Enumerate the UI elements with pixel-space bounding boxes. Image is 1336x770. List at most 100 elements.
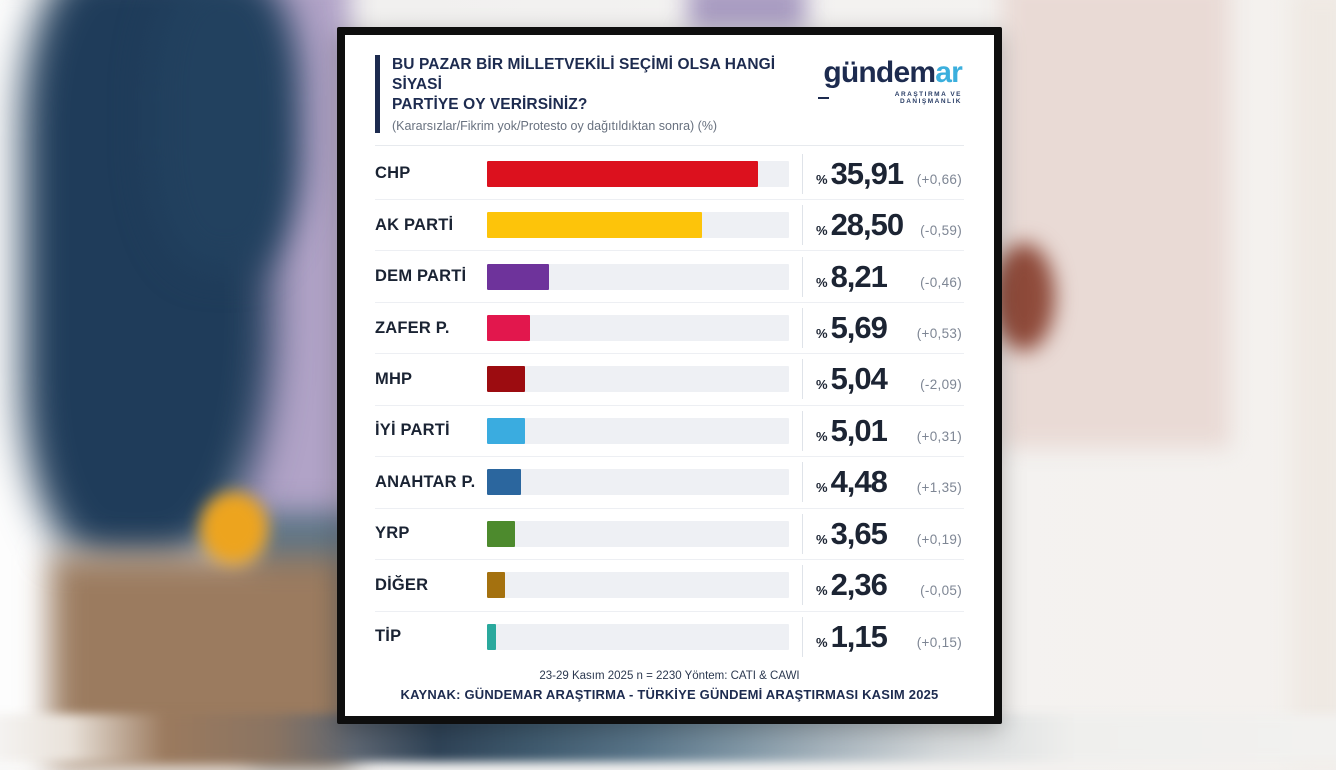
value-group: % 4,48 (+1,35) xyxy=(803,464,964,500)
value-group: % 1,15 (+0,15) xyxy=(803,619,964,655)
party-label: CHP xyxy=(375,164,411,183)
value-group: % 2,36 (-0,05) xyxy=(803,567,964,603)
value-change: (+0,15) xyxy=(916,634,962,650)
party-label: İYİ PARTİ xyxy=(375,421,450,440)
methodology-note: 23-29 Kasım 2025 n = 2230 Yöntem: CATI &… xyxy=(539,670,800,682)
bar-track xyxy=(487,520,789,547)
percent-sign: % xyxy=(816,480,828,496)
value-change: (+1,35) xyxy=(916,480,962,496)
value-number: 5,69 xyxy=(830,310,888,345)
bar-fill xyxy=(487,212,703,239)
value-number: 8,21 xyxy=(830,258,888,294)
value-divider xyxy=(802,462,803,503)
percent-sign: % xyxy=(816,583,828,599)
party-label: DEM PARTİ xyxy=(375,267,467,286)
gundemar-logo-tagline: ARAŞTIRMA VE DANIŞMANLIK xyxy=(817,91,962,105)
party-label: DİĞER xyxy=(375,575,429,594)
background-yellow-object xyxy=(200,492,268,564)
card-header: BU PAZAR BİR MİLLETVEKİLİ SEÇİMİ OLSA HA… xyxy=(375,53,964,134)
value-divider xyxy=(802,153,803,194)
logo-tagline-tick xyxy=(817,97,830,99)
value-divider xyxy=(802,616,803,657)
bar-fill xyxy=(487,315,530,341)
value-number: 28,50 xyxy=(830,207,905,243)
gundemar-logo-text: gündemar xyxy=(818,58,962,88)
background-left-wall xyxy=(0,0,50,770)
background-red-object xyxy=(993,243,1055,351)
value-group: % 35,91 (+0,66) xyxy=(803,156,964,192)
value-change: (-2,09) xyxy=(920,377,962,393)
background-lavender-panel xyxy=(232,0,350,550)
question-block: BU PAZAR BİR MİLLETVEKİLİ SEÇİMİ OLSA HA… xyxy=(375,55,818,134)
poll-question-title: BU PAZAR BİR MİLLETVEKİLİ SEÇİMİ OLSA HA… xyxy=(392,55,818,115)
party-label: AK PARTİ xyxy=(375,215,454,234)
value-group: % 3,65 (+0,19) xyxy=(803,516,964,552)
bar-fill xyxy=(487,160,759,187)
bar-fill xyxy=(487,417,525,444)
logo-tagline-text: ARAŞTIRMA VE DANIŞMANLIK xyxy=(894,91,962,105)
value-change: (-0,59) xyxy=(920,223,962,239)
bar-fill xyxy=(487,623,496,650)
value-divider xyxy=(802,410,803,451)
bar-fill xyxy=(487,572,505,599)
value-divider xyxy=(802,359,803,400)
bar-track xyxy=(487,315,789,341)
percent-sign: % xyxy=(816,377,828,393)
party-row: CHP % 35,91 (+0,66) xyxy=(375,148,964,200)
value-group: % 5,69 (+0,53) xyxy=(803,310,964,346)
party-row: DEM PARTİ% 8,21 (-0,46) xyxy=(375,251,964,303)
value-divider xyxy=(802,205,803,246)
party-label: ZAFER P. xyxy=(375,318,450,337)
party-row: İYİ PARTİ % 5,01 (+0,31) xyxy=(375,406,964,458)
source-note: KAYNAK: GÜNDEMAR ARAŞTIRMA - TÜRKİYE GÜN… xyxy=(400,687,939,702)
party-row: YRP% 3,65 (+0,19) xyxy=(375,509,964,561)
value-divider xyxy=(802,513,803,554)
percent-sign: % xyxy=(816,326,828,341)
bar-track xyxy=(487,572,789,599)
bar-track xyxy=(487,417,789,444)
percent-sign: % xyxy=(816,634,828,650)
gundemar-logo: gündemar ARAŞTIRMA VE DANIŞMANLIK xyxy=(817,58,963,105)
background-pink-panel xyxy=(1002,0,1230,448)
poll-subtitle: (Kararsızlar/Fikrim yok/Protesto oy dağı… xyxy=(392,119,718,134)
value-change: (-0,46) xyxy=(920,274,962,290)
value-change: (-0,05) xyxy=(920,583,962,599)
background-person-jacket-upper xyxy=(150,0,300,270)
value-change: (+0,53) xyxy=(916,326,962,341)
poll-question-line1: BU PAZAR BİR MİLLETVEKİLİ SEÇİMİ OLSA HA… xyxy=(392,56,776,94)
bar-track xyxy=(487,263,789,290)
poll-card: BU PAZAR BİR MİLLETVEKİLİ SEÇİMİ OLSA HA… xyxy=(337,27,1002,724)
value-change: (+0,66) xyxy=(916,171,962,187)
party-row: AK PARTİ% 28,50 (-0,59) xyxy=(375,200,964,252)
value-group: % 8,21 (-0,46) xyxy=(803,259,964,295)
value-number: 1,15 xyxy=(830,618,888,654)
value-group: % 5,04 (-2,09) xyxy=(803,361,964,397)
bar-fill xyxy=(487,366,526,393)
party-label: ANAHTAR P. xyxy=(375,472,476,491)
value-change: (+0,19) xyxy=(916,531,962,547)
bar-fill xyxy=(487,469,521,496)
header-divider xyxy=(375,145,964,147)
value-divider xyxy=(802,308,803,348)
value-number: 2,36 xyxy=(830,567,888,603)
logo-accent: ar xyxy=(935,56,963,89)
party-label: TİP xyxy=(375,627,402,646)
percent-sign: % xyxy=(816,274,828,290)
party-row: TİP% 1,15 (+0,15) xyxy=(375,612,964,662)
bar-track xyxy=(487,469,789,496)
bar-track xyxy=(487,623,789,650)
party-row: MHP % 5,04 (-2,09) xyxy=(375,354,964,406)
background-person-hand xyxy=(50,555,350,765)
party-label: MHP xyxy=(375,369,413,388)
value-divider xyxy=(802,256,803,297)
value-group: % 5,01 (+0,31) xyxy=(803,413,964,449)
percent-sign: % xyxy=(816,428,828,444)
card-footer: 23-29 Kasım 2025 n = 2230 Yöntem: CATI &… xyxy=(375,662,964,706)
background-right-wall xyxy=(1292,0,1336,760)
bar-track xyxy=(487,366,789,393)
logo-main: gündem xyxy=(823,56,936,89)
party-row: ZAFER P.% 5,69 (+0,53) xyxy=(375,303,964,355)
percent-sign: % xyxy=(816,171,828,187)
party-row: DİĞER% 2,36 (-0,05) xyxy=(375,560,964,612)
bar-fill xyxy=(487,263,549,290)
